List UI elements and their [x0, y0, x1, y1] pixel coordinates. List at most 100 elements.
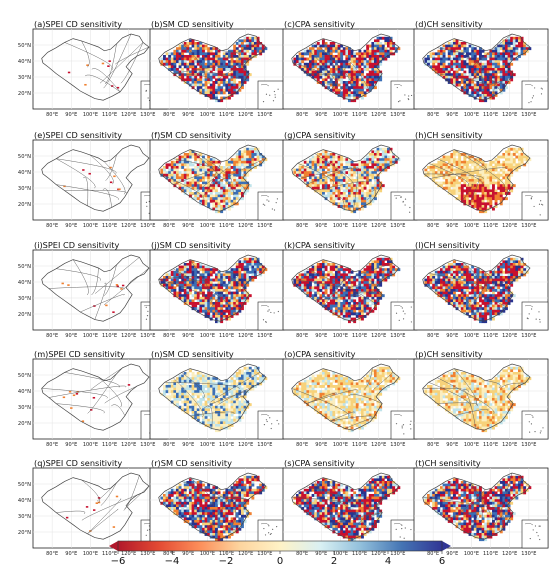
lon-label: 100°E — [200, 333, 215, 339]
lon-label: 80°E — [163, 112, 175, 118]
country-outline — [291, 33, 400, 101]
lon-label: 100°E — [333, 333, 348, 339]
sensitivity-field — [293, 147, 401, 214]
lon-label: 110°E — [483, 551, 498, 557]
colorbar-tick-label: 4 — [385, 556, 391, 567]
province-borders — [159, 149, 267, 201]
country-outline — [41, 472, 150, 540]
lon-label: 110°E — [219, 551, 234, 557]
lon-label: 100°E — [200, 223, 215, 229]
panel-title: (c)CPA sensitivity — [284, 19, 355, 29]
country-outline — [41, 363, 150, 431]
lon-label: 90°E — [446, 333, 458, 339]
lon-label: 120°E — [121, 442, 136, 448]
map-panel-e: (e)SPEI CD sensitivity 50°N 40°N 30°N 20°N 80… — [18, 130, 168, 229]
map-panel-k: (k)CPA sensitivity 80°E 90°E 100°E 110°E 120°… — [282, 240, 418, 339]
sensitivity-field — [160, 366, 268, 433]
map-panel-j: (j)SM CD sensitivity 80°E 90°E 100°E 110°E 12… — [149, 240, 285, 339]
country-outline — [158, 363, 267, 431]
south-china-sea-inset — [521, 519, 549, 549]
country-outline — [291, 363, 400, 431]
lat-label: 20°N — [18, 91, 31, 97]
lon-label: 120°E — [121, 112, 136, 118]
lon-label: 100°E — [333, 551, 348, 557]
lon-label: 120°E — [121, 333, 136, 339]
lon-label: 90°E — [182, 223, 194, 229]
lon-label: 90°E — [182, 333, 194, 339]
lat-label: 50°N — [18, 43, 31, 49]
lon-label: 110°E — [219, 223, 234, 229]
lat-label: 50°N — [18, 482, 31, 488]
lon-label: 80°E — [163, 333, 175, 339]
lon-label: 90°E — [315, 333, 327, 339]
south-china-sea-inset — [257, 191, 285, 221]
country-outline — [41, 254, 150, 322]
panel-title: (i)SPEI CD sensitivity — [34, 240, 119, 250]
sensitivity-field — [293, 36, 401, 103]
lon-label: 80°E — [46, 333, 58, 339]
panel-title: (g)CPA sensitivity — [284, 130, 356, 140]
map-panel-f: (f)SM CD sensitivity 80°E 90°E 100°E 110°E 12… — [149, 130, 285, 229]
lon-label: 110°E — [352, 112, 367, 118]
lon-label: 120°E — [502, 112, 517, 118]
lon-label: 90°E — [182, 442, 194, 448]
colorbar-tick-label: −6 — [111, 556, 126, 567]
lon-label: 110°E — [352, 442, 367, 448]
map-panel-m: (m)SPEI CD sensitivity 50°N 40°N 30°N 20°N 80… — [18, 349, 168, 448]
sensitivity-field — [293, 257, 401, 324]
lat-label: 20°N — [18, 530, 31, 536]
country-outline — [422, 33, 531, 101]
panel-title: (q)SPEI CD sensitivity — [34, 458, 122, 468]
country-outline — [422, 472, 531, 540]
lat-label: 30°N — [18, 296, 31, 302]
province-borders — [291, 263, 394, 310]
map-panel-d: (d)CH sensitivity 80°E 90°E 100°E 110°E 120°E… — [413, 19, 549, 118]
lon-label: 100°E — [333, 442, 348, 448]
colorbar-tick-label: 2 — [331, 556, 337, 567]
colorbar-tick-label: 6 — [439, 556, 445, 567]
lon-label: 130°E — [140, 333, 155, 339]
lat-label: 40°N — [18, 170, 31, 176]
lon-label: 80°E — [163, 223, 175, 229]
province-borders — [164, 372, 261, 429]
panel-title: (o)CPA sensitivity — [284, 349, 356, 359]
lon-label: 120°E — [371, 112, 386, 118]
lat-label: 30°N — [18, 186, 31, 192]
map-panel-s: (s)CPA sensitivity 80°E 90°E 100°E 110°E 120°… — [282, 458, 418, 557]
province-borders — [437, 33, 513, 101]
lon-label: 110°E — [483, 442, 498, 448]
lon-label: 130°E — [521, 112, 536, 118]
lon-label: 130°E — [521, 333, 536, 339]
panel-title: (e)SPEI CD sensitivity — [34, 130, 122, 140]
lon-label: 100°E — [333, 223, 348, 229]
lat-label: 50°N — [18, 264, 31, 270]
lon-label: 80°E — [296, 333, 308, 339]
panel-title: (l)CH sensitivity — [415, 240, 480, 250]
lon-label: 120°E — [238, 112, 253, 118]
lon-label: 130°E — [390, 551, 405, 557]
panel-title: (t)CH sensitivity — [415, 458, 481, 468]
lon-label: 110°E — [483, 112, 498, 118]
lon-label: 110°E — [102, 112, 117, 118]
map-panel-l: (l)CH sensitivity 80°E 90°E 100°E 110°E 120°E… — [413, 240, 549, 339]
country-outline — [158, 472, 267, 540]
lat-label: 30°N — [18, 405, 31, 411]
lon-label: 110°E — [352, 333, 367, 339]
lon-label: 90°E — [65, 333, 77, 339]
map-panel-a: (a)SPEI CD sensitivity 50°N 40°N 30°N 20°N 80… — [18, 19, 168, 118]
lat-label: 50°N — [18, 154, 31, 160]
province-borders — [291, 367, 394, 429]
lon-label: 90°E — [315, 112, 327, 118]
lon-label: 120°E — [502, 333, 517, 339]
lat-label: 20°N — [18, 421, 31, 427]
lon-label: 120°E — [121, 223, 136, 229]
panel-title: (s)CPA sensitivity — [284, 458, 355, 468]
sensitivity-field — [424, 475, 532, 542]
lon-label: 120°E — [238, 551, 253, 557]
province-borders — [292, 38, 371, 95]
south-china-sea-inset — [521, 80, 549, 110]
lon-label: 120°E — [502, 442, 517, 448]
lon-label: 80°E — [296, 112, 308, 118]
